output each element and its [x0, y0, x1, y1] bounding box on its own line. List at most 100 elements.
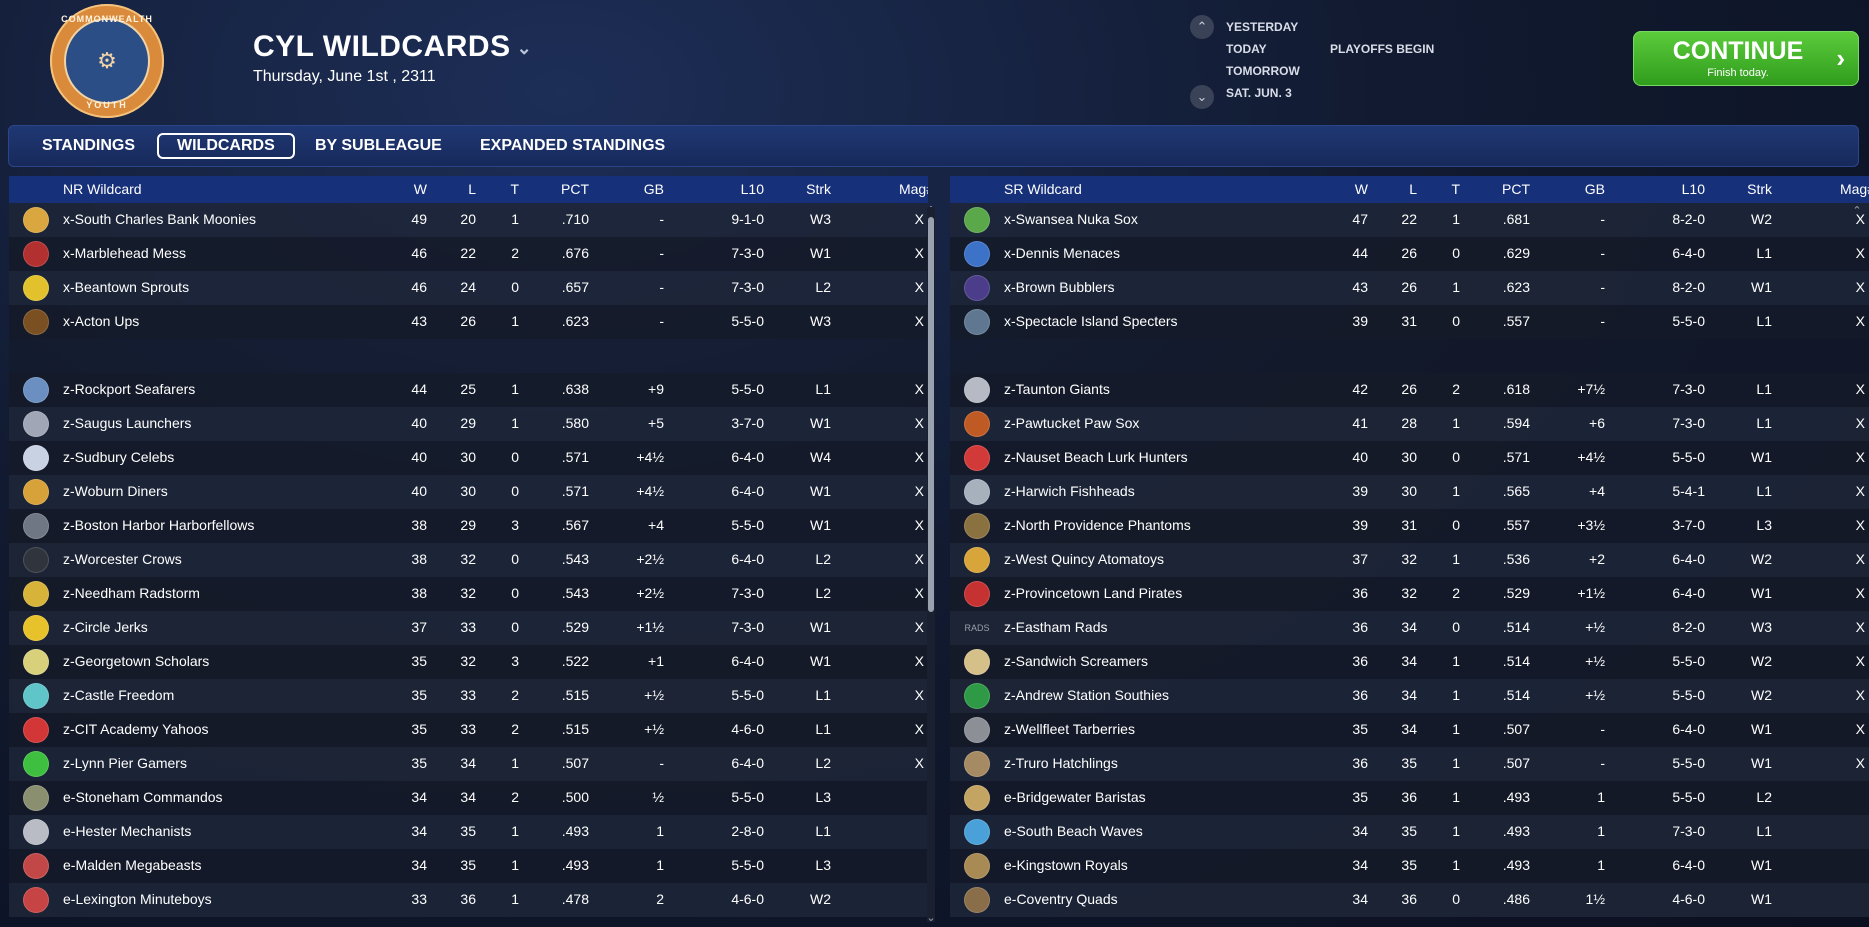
header-pct[interactable]: PCT [1502, 181, 1530, 197]
table-row[interactable]: z-CIT Academy Yahoos 35 33 2 .515 +½ 4-6-0 L1 X [9, 713, 928, 747]
table-row[interactable]: z-Andrew Station Southies 36 34 1 .514 +½ 5-5-… [950, 679, 1869, 713]
header-strk[interactable]: Strk [806, 181, 831, 197]
table-row[interactable]: e-Kingstown Royals 34 35 1 .493 1 6-4-0 W1 [950, 849, 1869, 883]
table-row[interactable]: x-Dennis Menaces 44 26 0 .629 - 6-4-0 L1 X [950, 237, 1869, 271]
table-row[interactable]: e-Stoneham Commandos 34 34 2 .500 ½ 5-5-0 L3 [9, 781, 928, 815]
team-name[interactable]: x-Dennis Menaces [1004, 245, 1120, 261]
table-row[interactable]: x-Spectacle Island Specters 39 31 0 .557 - 5-5… [950, 305, 1869, 339]
header-l10[interactable]: L10 [1681, 181, 1705, 197]
table-row[interactable]: z-Worcester Crows 38 32 0 .543 +2½ 6-4-0 L2 X [9, 543, 928, 577]
table-row[interactable]: z-Sudbury Celebs 40 30 0 .571 +4½ 6-4-0 W4 X [9, 441, 928, 475]
team-name[interactable]: e-Lexington Minuteboys [63, 891, 212, 907]
team-name[interactable]: x-Marblehead Mess [63, 245, 186, 261]
table-row[interactable]: z-Provincetown Land Pirates 36 32 2 .529 +1½ 6… [950, 577, 1869, 611]
header-l[interactable]: L [1409, 181, 1417, 197]
table-row[interactable]: z-Georgetown Scholars 35 32 3 .522 +1 6-4-0 W1 X [9, 645, 928, 679]
team-name[interactable]: x-Spectacle Island Specters [1004, 313, 1178, 329]
team-name[interactable]: z-Circle Jerks [63, 619, 148, 635]
team-name[interactable]: z-Wellfleet Tarberries [1004, 721, 1135, 737]
team-name[interactable]: e-Stoneham Commandos [63, 789, 223, 805]
team-name[interactable]: z-Harwich Fishheads [1004, 483, 1135, 499]
team-name[interactable]: z-Lynn Pier Gamers [63, 755, 187, 771]
table-row[interactable]: z-North Providence Phantoms 39 31 0 .557 +3½ 3… [950, 509, 1869, 543]
team-name[interactable]: z-Taunton Giants [1004, 381, 1110, 397]
table-row[interactable]: e-South Beach Waves 34 35 1 .493 1 7-3-0 L1 [950, 815, 1869, 849]
table-row[interactable]: x-Swansea Nuka Sox 47 22 1 .681 - 8-2-0 W2 X [950, 203, 1869, 237]
header-t[interactable]: T [1451, 181, 1460, 197]
team-name[interactable]: z-Georgetown Scholars [63, 653, 210, 669]
table-row[interactable]: z-Circle Jerks 37 33 0 .529 +1½ 7-3-0 W1 X [9, 611, 928, 645]
team-name[interactable]: z-Worcester Crows [63, 551, 182, 567]
table-row[interactable]: x-South Charles Bank Moonies 49 20 1 .710 - 9-… [9, 203, 928, 237]
table-row[interactable]: e-Bridgewater Baristas 35 36 1 .493 1 5-5-0 L2 [950, 781, 1869, 815]
header-t[interactable]: T [510, 181, 519, 197]
team-name[interactable]: z-Nauset Beach Lurk Hunters [1004, 449, 1188, 465]
table-row[interactable]: z-Sandwich Screamers 36 34 1 .514 +½ 5-5-0 W2 X [950, 645, 1869, 679]
header-mag[interactable]: Mag# [898, 181, 928, 197]
team-name[interactable]: z-Sandwich Screamers [1004, 653, 1148, 669]
team-name[interactable]: z-Provincetown Land Pirates [1004, 585, 1183, 601]
table-row[interactable]: z-Rockport Seafarers 44 25 1 .638 +9 5-5-0 L1 X [9, 373, 928, 407]
team-name[interactable]: z-North Providence Phantoms [1004, 517, 1191, 533]
table-row[interactable]: z-Boston Harbor Harborfellows 38 29 3 .567 +4… [9, 509, 928, 543]
team-name[interactable]: z-Andrew Station Southies [1004, 687, 1169, 703]
table-row[interactable]: e-Malden Megabeasts 34 35 1 .493 1 5-5-0 L3 [9, 849, 928, 883]
table-row[interactable]: z-Truro Hatchlings 36 35 1 .507 - 5-5-0 W1 X [950, 747, 1869, 781]
team-name[interactable]: z-West Quincy Atomatoys [1004, 551, 1165, 567]
header-l[interactable]: L [468, 181, 476, 197]
day-up-arrow-icon[interactable]: ⌃ [1190, 15, 1214, 39]
header-l10[interactable]: L10 [740, 181, 764, 197]
table-row[interactable]: z-Castle Freedom 35 33 2 .515 +½ 5-5-0 L1 X [9, 679, 928, 713]
table-row[interactable]: z-Nauset Beach Lurk Hunters 40 30 0 .571 +4½ 5… [950, 441, 1869, 475]
table-row[interactable]: e-Hester Mechanists 34 35 1 .493 1 2-8-0 L1 [9, 815, 928, 849]
header-pct[interactable]: PCT [561, 181, 589, 197]
left-scrollbar-thumb[interactable] [928, 217, 934, 612]
table-row[interactable]: z-Pawtucket Paw Sox 41 28 1 .594 +6 7-3-0 L1 X [950, 407, 1869, 441]
team-name[interactable]: x-Beantown Sprouts [63, 279, 190, 295]
table-row[interactable]: x-Acton Ups 43 26 1 .623 - 5-5-0 W3 X [9, 305, 928, 339]
header-w[interactable]: W [413, 181, 427, 197]
team-name[interactable]: z-Sudbury Celebs [63, 449, 175, 465]
team-name[interactable]: z-Eastham Rads [1004, 619, 1108, 635]
right-scroll-up-icon[interactable]: ⌃ [1852, 205, 1862, 217]
tab-by-subleague[interactable]: BY SUBLEAGUE [315, 137, 442, 154]
left-scrollbar[interactable] [927, 207, 935, 922]
team-name[interactable]: z-Needham Radstorm [63, 585, 200, 601]
table-row[interactable]: x-Brown Bubblers 43 26 1 .623 - 8-2-0 W1 X [950, 271, 1869, 305]
header-gb[interactable]: GB [1584, 181, 1605, 197]
team-name[interactable]: z-Woburn Diners [63, 483, 168, 499]
table-row[interactable]: e-Coventry Quads 34 36 0 .486 1½ 4-6-0 W1 [950, 883, 1869, 917]
team-name[interactable]: e-Coventry Quads [1004, 891, 1118, 907]
day-sat[interactable]: SAT. JUN. 3 [1226, 86, 1292, 100]
header-gb[interactable]: GB [643, 181, 664, 197]
team-name[interactable]: e-Bridgewater Baristas [1004, 789, 1146, 805]
header-w[interactable]: W [1354, 181, 1368, 197]
tab-standings[interactable]: STANDINGS [42, 137, 136, 154]
team-name[interactable]: x-Acton Ups [63, 313, 140, 329]
header-strk[interactable]: Strk [1747, 181, 1772, 197]
day-down-arrow-icon[interactable]: ⌄ [1190, 85, 1214, 109]
team-name[interactable]: z-Truro Hatchlings [1004, 755, 1118, 771]
tab-wildcards[interactable]: WILDCARDS [157, 133, 295, 159]
header-mag[interactable]: Mag# [1839, 181, 1869, 197]
team-name[interactable]: z-Saugus Launchers [63, 415, 192, 431]
continue-button[interactable]: CONTINUE Finish today. › [1633, 31, 1859, 86]
team-name[interactable]: e-Malden Megabeasts [63, 857, 202, 873]
table-row[interactable]: RADS z-Eastham Rads 36 34 0 .514 +½ 8-2-0 W3 X [950, 611, 1869, 645]
team-name[interactable]: z-Pawtucket Paw Sox [1004, 415, 1140, 431]
day-yesterday[interactable]: YESTERDAY [1226, 20, 1299, 34]
team-name[interactable]: z-Boston Harbor Harborfellows [63, 517, 255, 533]
team-name[interactable]: x-Swansea Nuka Sox [1004, 211, 1138, 227]
day-tomorrow[interactable]: TOMORROW [1226, 64, 1300, 78]
team-name[interactable]: e-Kingstown Royals [1004, 857, 1128, 873]
table-row[interactable]: z-Harwich Fishheads 39 30 1 .565 +4 5-4-1 L1 X [950, 475, 1869, 509]
table-row[interactable]: x-Beantown Sprouts 46 24 0 .657 - 7-3-0 L2 X [9, 271, 928, 305]
team-name[interactable]: z-CIT Academy Yahoos [63, 721, 209, 737]
league-logo[interactable]: ⚙ COMMONWEALTH YOUTH [50, 4, 164, 118]
team-name[interactable]: e-South Beach Waves [1004, 823, 1143, 839]
team-name[interactable]: z-Castle Freedom [63, 687, 175, 703]
table-row[interactable]: z-Lynn Pier Gamers 35 34 1 .507 - 6-4-0 L2 X [9, 747, 928, 781]
table-row[interactable]: e-Lexington Minuteboys 33 36 1 .478 2 4-6-0 W2 [9, 883, 928, 917]
day-today[interactable]: TODAY [1226, 42, 1267, 56]
page-title[interactable]: CYL WILDCARDS ⌄ [253, 30, 532, 64]
